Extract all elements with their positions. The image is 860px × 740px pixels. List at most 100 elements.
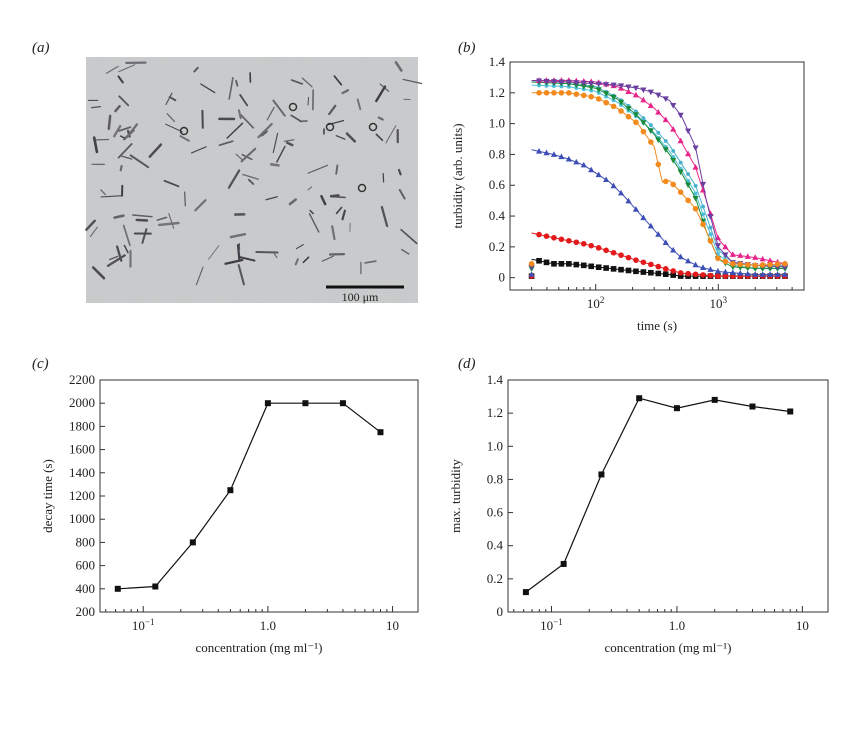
data-point: [640, 259, 647, 266]
fibril: [179, 135, 190, 142]
data-point: [625, 113, 632, 120]
data-point: [647, 89, 654, 96]
fibril: [356, 98, 362, 111]
x-tick-label: 102: [587, 295, 605, 311]
fibril: [345, 132, 357, 143]
data-point: [699, 264, 707, 271]
fibril: [276, 145, 286, 163]
y-tick-label: 600: [76, 558, 96, 573]
data-point: [685, 128, 692, 135]
fibril: [308, 212, 320, 233]
data-point: [558, 153, 565, 160]
data-point: [610, 266, 617, 272]
fibril: [335, 164, 339, 175]
data-point: [685, 197, 691, 204]
data-point: [692, 195, 699, 202]
data-point: [782, 261, 788, 267]
data-point: [595, 96, 602, 102]
y-axis-label: turbidity (arb. units): [450, 123, 465, 228]
data-point: [573, 91, 580, 97]
y-tick-label: 1200: [69, 488, 95, 503]
data-point: [302, 400, 309, 407]
data-point: [648, 139, 654, 145]
data-point: [580, 262, 587, 269]
data-point: [633, 268, 639, 275]
data-point: [551, 234, 557, 241]
data-point: [603, 99, 609, 106]
fibril: [307, 96, 310, 106]
fibril: [118, 64, 136, 73]
y-tick-label: 0.4: [489, 208, 506, 223]
data-point: [655, 270, 662, 277]
fibril: [113, 214, 125, 219]
data-point: [670, 268, 677, 274]
fibril: [400, 228, 418, 245]
data-point: [670, 157, 677, 164]
data-point: [662, 147, 669, 153]
y-tick-label: 1.2: [489, 85, 505, 100]
data-point: [662, 271, 669, 278]
y-tick-label: 2000: [69, 395, 95, 410]
fibril: [328, 104, 337, 116]
data-point: [767, 257, 774, 263]
data-point: [598, 471, 605, 478]
chart-max-turbidity-vs-concentration: 0 0.2 0.4 0.6 0.8 1.0 1.2 1.4 10−1 1.0 10 concentra…: [448, 372, 829, 655]
fibril: [123, 244, 129, 254]
fibril: [402, 78, 423, 85]
data-point: [625, 197, 632, 204]
data-point: [641, 116, 646, 121]
data-point: [580, 240, 587, 247]
fibril: [92, 136, 99, 154]
data-point: [565, 79, 572, 86]
data-point: [588, 166, 595, 173]
fibril: [261, 130, 268, 137]
x-axis-label: time (s): [637, 318, 677, 333]
fibril: [89, 226, 98, 238]
ring-particle: [357, 183, 367, 193]
y-axis-label: decay time (s): [40, 459, 55, 533]
data-point: [752, 271, 759, 277]
y-tick-label: 0.6: [487, 505, 504, 520]
data-point: [655, 92, 662, 99]
fibril: [375, 133, 384, 141]
y-tick-label: 0.2: [487, 571, 503, 586]
fibril: [131, 214, 153, 218]
fibril: [321, 255, 334, 262]
fibril: [301, 77, 313, 88]
fibril: [141, 228, 148, 244]
fibril-particles: [85, 61, 423, 286]
data-point: [707, 214, 714, 220]
x-axis-label: concentration (mg ml⁻¹): [196, 640, 323, 655]
fibril: [377, 116, 384, 121]
data-point: [774, 271, 781, 277]
data-point: [715, 273, 721, 279]
panel-label-a: (a): [32, 40, 50, 56]
data-point: [714, 268, 722, 274]
data-point: [636, 395, 643, 402]
fibril: [237, 109, 242, 120]
data-point: [699, 181, 707, 188]
fibril: [240, 147, 257, 163]
data-point: [580, 83, 587, 90]
data-point: [610, 182, 617, 189]
data-point: [715, 251, 720, 256]
fibril: [184, 191, 186, 207]
data-point: [633, 119, 639, 126]
data-point: [610, 249, 617, 256]
fibril: [302, 256, 310, 264]
data-point: [536, 90, 542, 96]
chart-turbidity-vs-time: 0 0.2 0.4 0.6 0.8 1.0 1.2 1.4 102 103 time (s) turb…: [450, 54, 805, 333]
data-point: [595, 245, 602, 251]
y-tick-label: 1600: [69, 442, 95, 457]
x-axis-label: concentration (mg ml⁻¹): [605, 640, 732, 655]
x-tick-label: 103: [710, 295, 728, 311]
y-tick-label: 1400: [69, 465, 95, 480]
data-point: [722, 258, 729, 265]
data-point: [610, 94, 617, 101]
data-point: [647, 102, 654, 108]
fibril: [117, 143, 133, 159]
fibril: [307, 164, 329, 174]
data-point: [377, 429, 384, 436]
data-point: [656, 130, 661, 135]
data-point: [655, 137, 662, 144]
